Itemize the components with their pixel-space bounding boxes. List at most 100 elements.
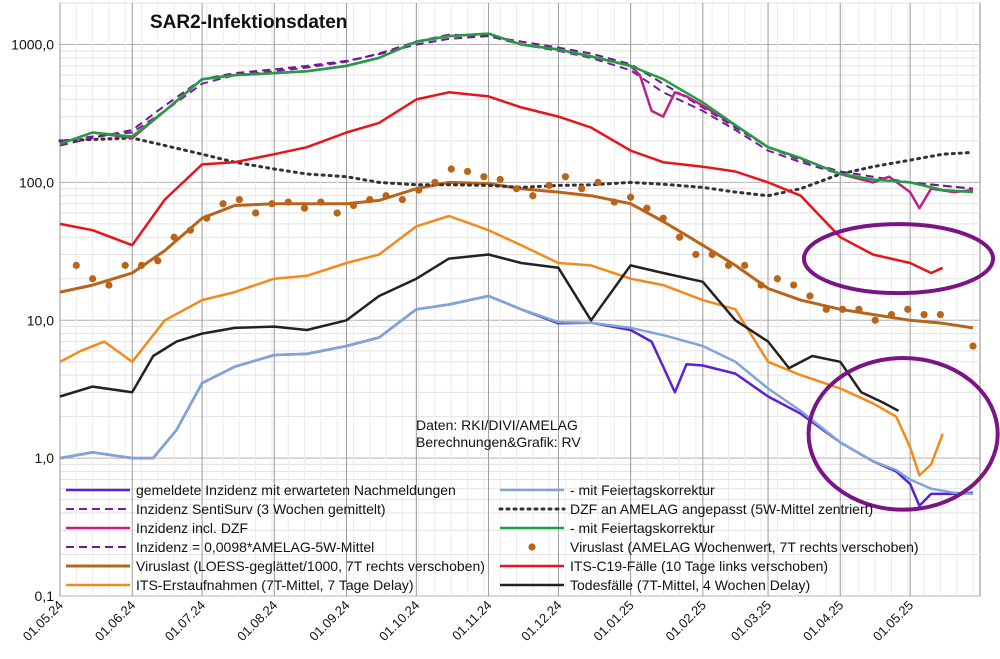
x-tick-label: 01.12.24 (518, 598, 564, 644)
data-point-viral_load_points (219, 200, 227, 208)
data-point-viral_load_points (72, 261, 80, 269)
legend-label-deaths: Todesfälle (7T-Mittel, 4 Wochen Delay) (570, 577, 810, 593)
legend-label-reported: gemeldete Inzidenz mit erwarteten Nachme… (136, 482, 456, 498)
legend-label-incl_dzf: Inzidenz incl. DZF (136, 520, 248, 536)
data-point-viral_load_points (284, 198, 292, 206)
data-point-viral_load_points (594, 178, 602, 186)
annotation-source: Daten: RKI/DIVI/AMELAG (416, 417, 578, 433)
data-point-viral_load_points (431, 178, 439, 186)
x-tick-label: 01.04.25 (800, 598, 846, 644)
x-tick-label: 01.10.24 (376, 598, 422, 644)
data-point-viral_load_points (349, 201, 358, 210)
highlight-ellipse-0 (801, 222, 996, 296)
x-tick-label: 01.05.25 (870, 598, 916, 644)
legend-label-sentisurv: Inzidenz SentiSurv (3 Wochen gemittelt) (136, 501, 386, 517)
data-point-viral_load_points (252, 209, 260, 217)
scatter-points (72, 165, 977, 350)
data-point-viral_load_points (105, 281, 113, 289)
data-point-viral_load_points (627, 193, 635, 201)
data-point-viral_load_points (415, 186, 423, 194)
data-point-viral_load_points (382, 192, 390, 200)
data-point-viral_load_points (512, 185, 521, 193)
data-point-viral_load_points (480, 173, 488, 181)
x-axis-ticks: 01.05.24 01.06.24 01.07.24 01.08.24 01.09.24… (20, 598, 917, 644)
data-point-viral_load_points (170, 233, 178, 241)
data-point-viral_load_points (773, 275, 781, 283)
data-point-viral_load_points (936, 310, 945, 319)
data-point-viral_load_points (659, 214, 667, 222)
series-line-its_c19 (59, 91, 944, 275)
data-point-viral_load_points (610, 198, 618, 206)
data-point-viral_load_points (887, 310, 896, 319)
x-tick-label: 01.05.24 (20, 598, 66, 644)
data-point-viral_load_points (838, 305, 847, 313)
data-point-viral_load_points (920, 310, 928, 319)
data-point-viral_load_points (447, 165, 455, 173)
data-point-viral_load_points (708, 250, 716, 259)
data-point-viral_load_points (806, 292, 814, 300)
data-point-viral_load_points (904, 305, 912, 313)
legend-label-viral_load_loess: Viruslast (LOESS-geglättet/1000, 7T rech… (136, 558, 485, 574)
data-point-viral_load_points (545, 181, 553, 190)
data-point-viral_load_points (529, 192, 537, 200)
data-point-viral_load_points (675, 233, 684, 241)
highlight-ellipses (801, 222, 1000, 512)
legend-label-reported_holiday: - mit Feiertagskorrektur (570, 482, 715, 498)
x-tick-label: 01.03.25 (728, 598, 774, 644)
data-point-viral_load_points (643, 204, 651, 212)
legend-label-its_c19: ITS-C19-Fälle (10 Tage links verschoben) (570, 558, 828, 574)
data-point-viral_load_points (855, 305, 863, 313)
chart-title: SAR2-Infektionsdaten (150, 12, 347, 33)
data-point-viral_load_points (757, 281, 765, 289)
legend: gemeldete Inzidenz mit erwarteten Nachme… (66, 482, 919, 593)
data-point-viral_load_points (137, 261, 146, 269)
data-point-viral_load_points (333, 209, 341, 217)
data-point-viral_load_points (561, 173, 570, 181)
data-point-viral_load_points (89, 275, 97, 283)
legend-label-its_admissions: ITS-Erstaufnahmen (7T-Mittel, 7 Tage Del… (136, 577, 414, 593)
x-tick-label: 01.07.24 (162, 598, 208, 644)
data-point-viral_load_points (871, 316, 879, 324)
x-tick-label: 01.06.24 (92, 598, 138, 644)
data-point-viral_load_points (235, 196, 243, 204)
y-axis-ticks: 1000,0 100,0 10,0 1,0 0,1 (11, 37, 54, 604)
data-point-viral_load_points (186, 226, 195, 234)
data-point-viral_load_points (268, 200, 276, 208)
series-line-incl_dzf_holiday (59, 32, 974, 194)
series-line-amelag_incidence (59, 35, 974, 190)
data-point-viral_load_points (692, 250, 700, 259)
x-tick-label: 01.01.25 (590, 598, 636, 644)
series-line-amelag_dzf (58, 136, 975, 198)
data-point-viral_load_points (724, 261, 733, 269)
legend-swatch-viral_load_points (528, 543, 536, 551)
legend-label-amelag_incidence: Inzidenz = 0,0098*AMELAG-5W-Mittel (136, 539, 374, 555)
y-tick-label: 1,0 (35, 450, 55, 466)
x-tick-label: 01.02.25 (663, 598, 709, 644)
data-point-viral_load_points (121, 261, 129, 269)
data-point-viral_load_points (154, 257, 162, 265)
series-line-reported_holiday (59, 294, 974, 496)
data-point-viral_load_points (822, 305, 830, 313)
annotation-credit: Berechnungen&Grafik: RV (416, 434, 581, 450)
legend-label-viral_load_points: Viruslast (AMELAG Wochenwert, 7T rechts … (570, 539, 919, 555)
data-point-viral_load_points (366, 196, 374, 204)
series-lines (58, 32, 975, 508)
data-point-viral_load_points (463, 167, 472, 176)
data-point-viral_load_points (578, 185, 586, 193)
legend-label-incl_dzf_holiday: - mit Feiertagskorrektur (570, 520, 715, 536)
data-point-viral_load_points (741, 261, 749, 269)
series-line-sentisurv (59, 33, 974, 190)
highlight-ellipse-1 (806, 356, 1000, 512)
data-point-viral_load_points (398, 196, 406, 204)
data-point-viral_load_points (969, 342, 977, 350)
x-tick-label: 01.08.24 (234, 598, 280, 644)
y-tick-label: 1000,0 (11, 37, 54, 53)
legend-label-amelag_dzf: DZF an AMELAG angepasst (5W-Mittel zentr… (570, 501, 873, 517)
y-tick-label: 10,0 (27, 312, 54, 328)
data-point-viral_load_points (203, 214, 211, 222)
x-tick-label: 01.09.24 (306, 598, 352, 644)
y-tick-label: 100,0 (19, 174, 54, 190)
series-line-its_admissions (59, 214, 944, 477)
